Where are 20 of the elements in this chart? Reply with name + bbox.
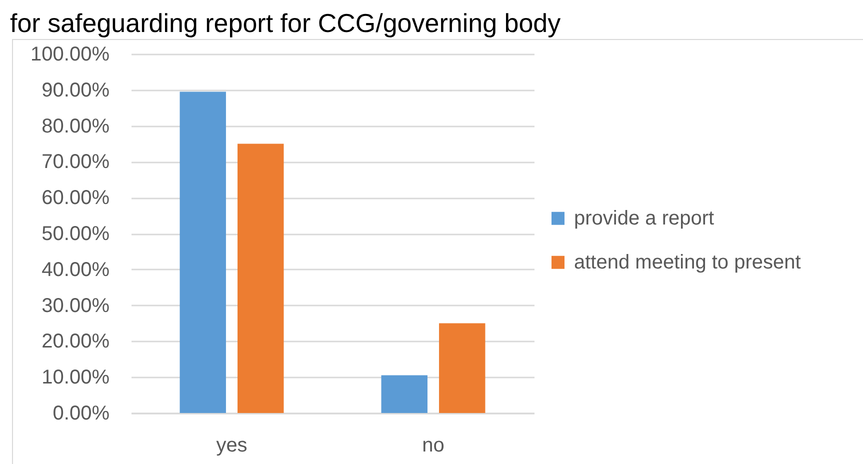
legend-label: attend meeting to present xyxy=(574,251,802,274)
y-tick-label: 30.00% xyxy=(42,294,110,317)
y-tick-label: 80.00% xyxy=(42,115,110,138)
y-tick-label: 10.00% xyxy=(42,366,110,389)
bar xyxy=(381,375,428,413)
y-tick-label: 60.00% xyxy=(42,187,110,210)
bar xyxy=(238,144,284,413)
y-tick-label: 100.00% xyxy=(30,44,110,66)
y-tick-label: 50.00% xyxy=(42,223,110,245)
legend-label: provide a report xyxy=(574,207,715,230)
bar xyxy=(439,323,486,413)
y-tick-label: 40.00% xyxy=(42,258,110,281)
chart-title: for safeguarding report for CCG/governing body xyxy=(10,8,561,38)
x-tick-label: yes xyxy=(216,434,248,456)
y-tick-label: 90.00% xyxy=(42,79,110,102)
y-tick-label: 0.00% xyxy=(52,402,110,424)
y-tick-label: 70.00% xyxy=(42,151,110,174)
x-tick-label: no xyxy=(422,434,444,456)
y-tick-label: 20.00% xyxy=(42,330,110,353)
bar xyxy=(180,92,226,413)
